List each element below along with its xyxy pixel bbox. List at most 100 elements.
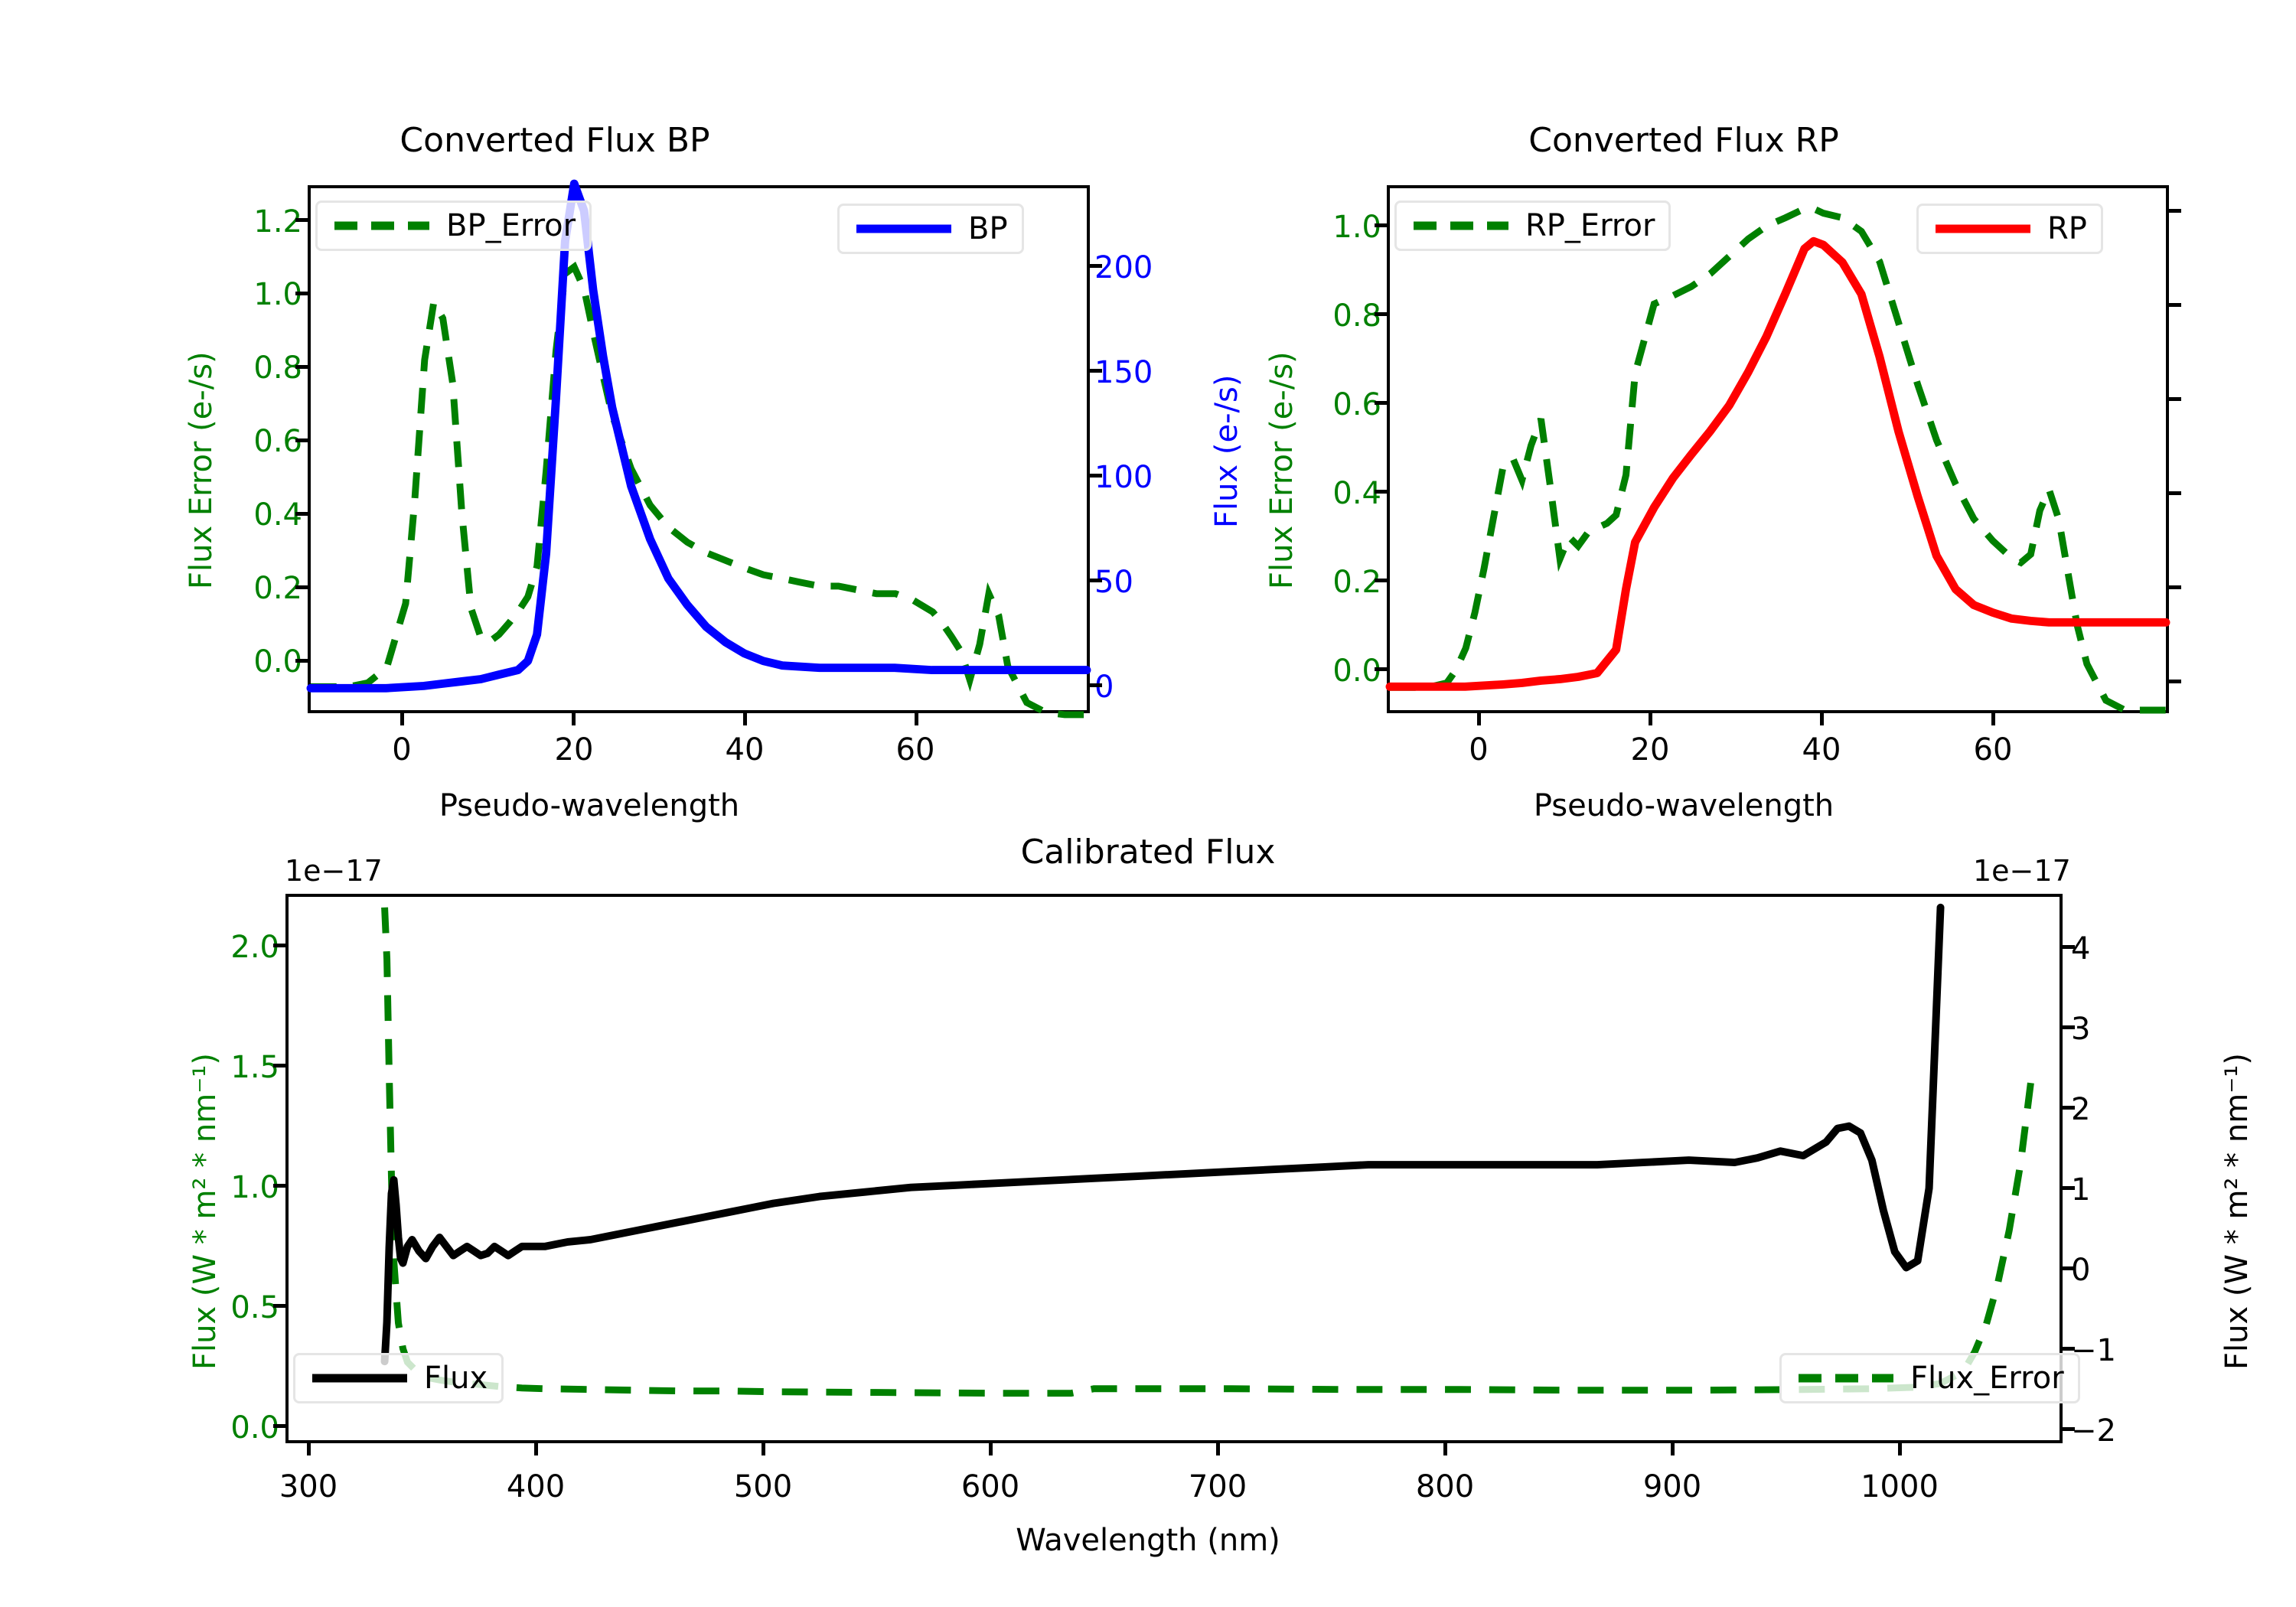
rp-x-tickmark xyxy=(1477,712,1481,725)
calibrated-x-tickmark xyxy=(1671,1442,1675,1455)
rp-x-axis-label: Pseudo-wavelength xyxy=(1533,788,1835,823)
bp-right-tickmark xyxy=(1088,369,1102,373)
calibrated-right-offset-text: 1e−17 xyxy=(1973,854,2071,888)
rp-right-tickmark xyxy=(2167,585,2181,589)
calibrated-right-tick-1: 1 xyxy=(2071,1172,2091,1208)
bp-x-tickmark xyxy=(400,712,404,725)
rp-left-tick-0.4: 0.4 xyxy=(1332,476,1381,511)
calibrated-x-tickmark xyxy=(1898,1442,1902,1455)
calibrated-right-tick-2: 2 xyxy=(2071,1092,2091,1127)
rp-left-tickmark xyxy=(1375,223,1388,227)
bp-error-legend-swatch-icon xyxy=(334,221,429,230)
bp-legend[interactable]: BP xyxy=(837,204,1024,254)
bp-x-axis-label: Pseudo-wavelength xyxy=(439,788,740,823)
bp-left-tickmark xyxy=(295,438,309,442)
calibrated-right-tick--1: −1 xyxy=(2071,1333,2116,1368)
bp-left-tick-1.2: 1.2 xyxy=(253,204,302,240)
rp-error-legend[interactable]: RP_Error xyxy=(1394,200,1671,251)
bp-right-tick-100: 100 xyxy=(1094,460,1153,495)
rp-left-tick-0.6: 0.6 xyxy=(1332,387,1381,422)
calibrated-right-tick-0: 0 xyxy=(2071,1253,2091,1288)
rp-error-legend-swatch-icon xyxy=(1414,221,1508,230)
calibrated-x-tick-300: 300 xyxy=(279,1469,338,1504)
calibrated-x-tick-700: 700 xyxy=(1188,1469,1247,1504)
calibrated-x-tick-400: 400 xyxy=(506,1469,566,1504)
rp-x-tickmark xyxy=(1649,712,1652,725)
bp-error-legend[interactable]: BP_Error xyxy=(315,200,592,251)
bp-error-curve xyxy=(311,261,1087,719)
bp-left-tickmark xyxy=(295,292,309,295)
rp-left-tickmark xyxy=(1375,401,1388,405)
rp-right-tickmark xyxy=(2167,209,2181,213)
calibrated-left-tick-1.5: 1.5 xyxy=(230,1050,279,1085)
calibrated-flux-legend-label: Flux xyxy=(424,1361,488,1396)
bp-right-tickmark xyxy=(1088,579,1102,582)
bp-plot-area xyxy=(306,179,1091,719)
rp-x-tick-60: 60 xyxy=(1973,732,2013,768)
rp-right-tickmark xyxy=(2167,491,2181,495)
calibrated-left-tick-1.0: 1.0 xyxy=(230,1170,279,1205)
bp-right-tick-0: 0 xyxy=(1094,670,1114,705)
calibrated-x-tick-500: 500 xyxy=(733,1469,793,1504)
bp-left-tickmark xyxy=(295,365,309,369)
calibrated-right-tick-3: 3 xyxy=(2071,1012,2091,1047)
bp-right-tick-200: 200 xyxy=(1094,250,1153,285)
bp-error-legend-label: BP_Error xyxy=(446,208,576,243)
bp-x-tickmark xyxy=(743,712,747,725)
calibrated-flux-error-legend-label: Flux_Error xyxy=(1910,1361,2064,1396)
calibrated-right-tickmark xyxy=(2061,1266,2075,1270)
rp-legend-label: RP xyxy=(2047,211,2087,246)
bp-x-tick-60: 60 xyxy=(895,732,935,768)
calibrated-panel-title: Calibrated Flux xyxy=(1020,833,1276,872)
calibrated-right-tick-4: 4 xyxy=(2071,931,2091,966)
bp-left-tick-0.4: 0.4 xyxy=(253,497,302,533)
calibrated-left-tickmark xyxy=(273,1424,287,1428)
bp-curve xyxy=(306,179,1091,693)
rp-left-tickmark xyxy=(1375,579,1388,582)
calibrated-right-tickmark xyxy=(2061,1427,2075,1431)
bp-left-tickmark xyxy=(295,659,309,663)
calibrated-x-tick-600: 600 xyxy=(960,1469,1020,1504)
bp-right-tickmark xyxy=(1088,474,1102,478)
bp-x-tick-40: 40 xyxy=(725,732,765,768)
calibrated-left-tick-0.0: 0.0 xyxy=(230,1410,279,1446)
rp-panel-title: Converted Flux RP xyxy=(1528,121,1839,160)
bp-left-tick-0.6: 0.6 xyxy=(253,424,302,459)
rp-x-tick-20: 20 xyxy=(1630,732,1670,768)
rp-right-tickmark xyxy=(2167,680,2181,683)
rp-left-tick-0.0: 0.0 xyxy=(1332,654,1381,689)
calibrated-x-tick-1000: 1000 xyxy=(1861,1469,1939,1504)
calibrated-flux-error-legend[interactable]: Flux_Error xyxy=(1779,1353,2080,1403)
rp-legend-swatch-icon xyxy=(1936,224,2030,233)
bp-legend-label: BP xyxy=(968,211,1008,246)
bp-right-tick-50: 50 xyxy=(1094,565,1133,600)
calibrated-right-tickmark xyxy=(2061,1186,2075,1190)
bp-right-axis-label: Flux (e-/s) xyxy=(1209,374,1244,528)
rp-legend[interactable]: RP xyxy=(1916,204,2103,254)
rp-right-tickmark xyxy=(2167,397,2181,401)
calibrated-flux-legend[interactable]: Flux xyxy=(293,1353,504,1403)
calibrated-left-tickmark xyxy=(273,1064,287,1068)
bp-panel-title: Converted Flux BP xyxy=(400,121,710,160)
rp-x-tickmark xyxy=(1820,712,1824,725)
calibrated-left-offset-text: 1e−17 xyxy=(285,854,383,888)
calibrated-x-tickmark xyxy=(1443,1442,1447,1455)
bp-x-tickmark xyxy=(572,712,576,725)
bp-x-tick-20: 20 xyxy=(554,732,594,768)
bp-left-tickmark xyxy=(295,512,309,516)
bp-left-tickmark xyxy=(295,585,309,589)
rp-left-tickmark xyxy=(1375,490,1388,494)
bp-x-tickmark xyxy=(915,712,918,725)
calibrated-flux-legend-swatch-icon xyxy=(312,1374,407,1383)
calibrated-left-tickmark xyxy=(273,944,287,947)
bp-left-tick-0.8: 0.8 xyxy=(253,350,302,386)
rp-error-curve xyxy=(1390,205,2166,714)
bp-legend-swatch-icon xyxy=(856,224,951,233)
calibrated-x-tickmark xyxy=(1216,1442,1220,1455)
calibrated-axes xyxy=(285,894,2063,1443)
calibrated-left-tickmark xyxy=(273,1184,287,1188)
bp-axes xyxy=(306,179,1091,719)
calibrated-left-tick-0.5: 0.5 xyxy=(230,1290,279,1325)
bp-x-tick-0: 0 xyxy=(392,732,412,768)
